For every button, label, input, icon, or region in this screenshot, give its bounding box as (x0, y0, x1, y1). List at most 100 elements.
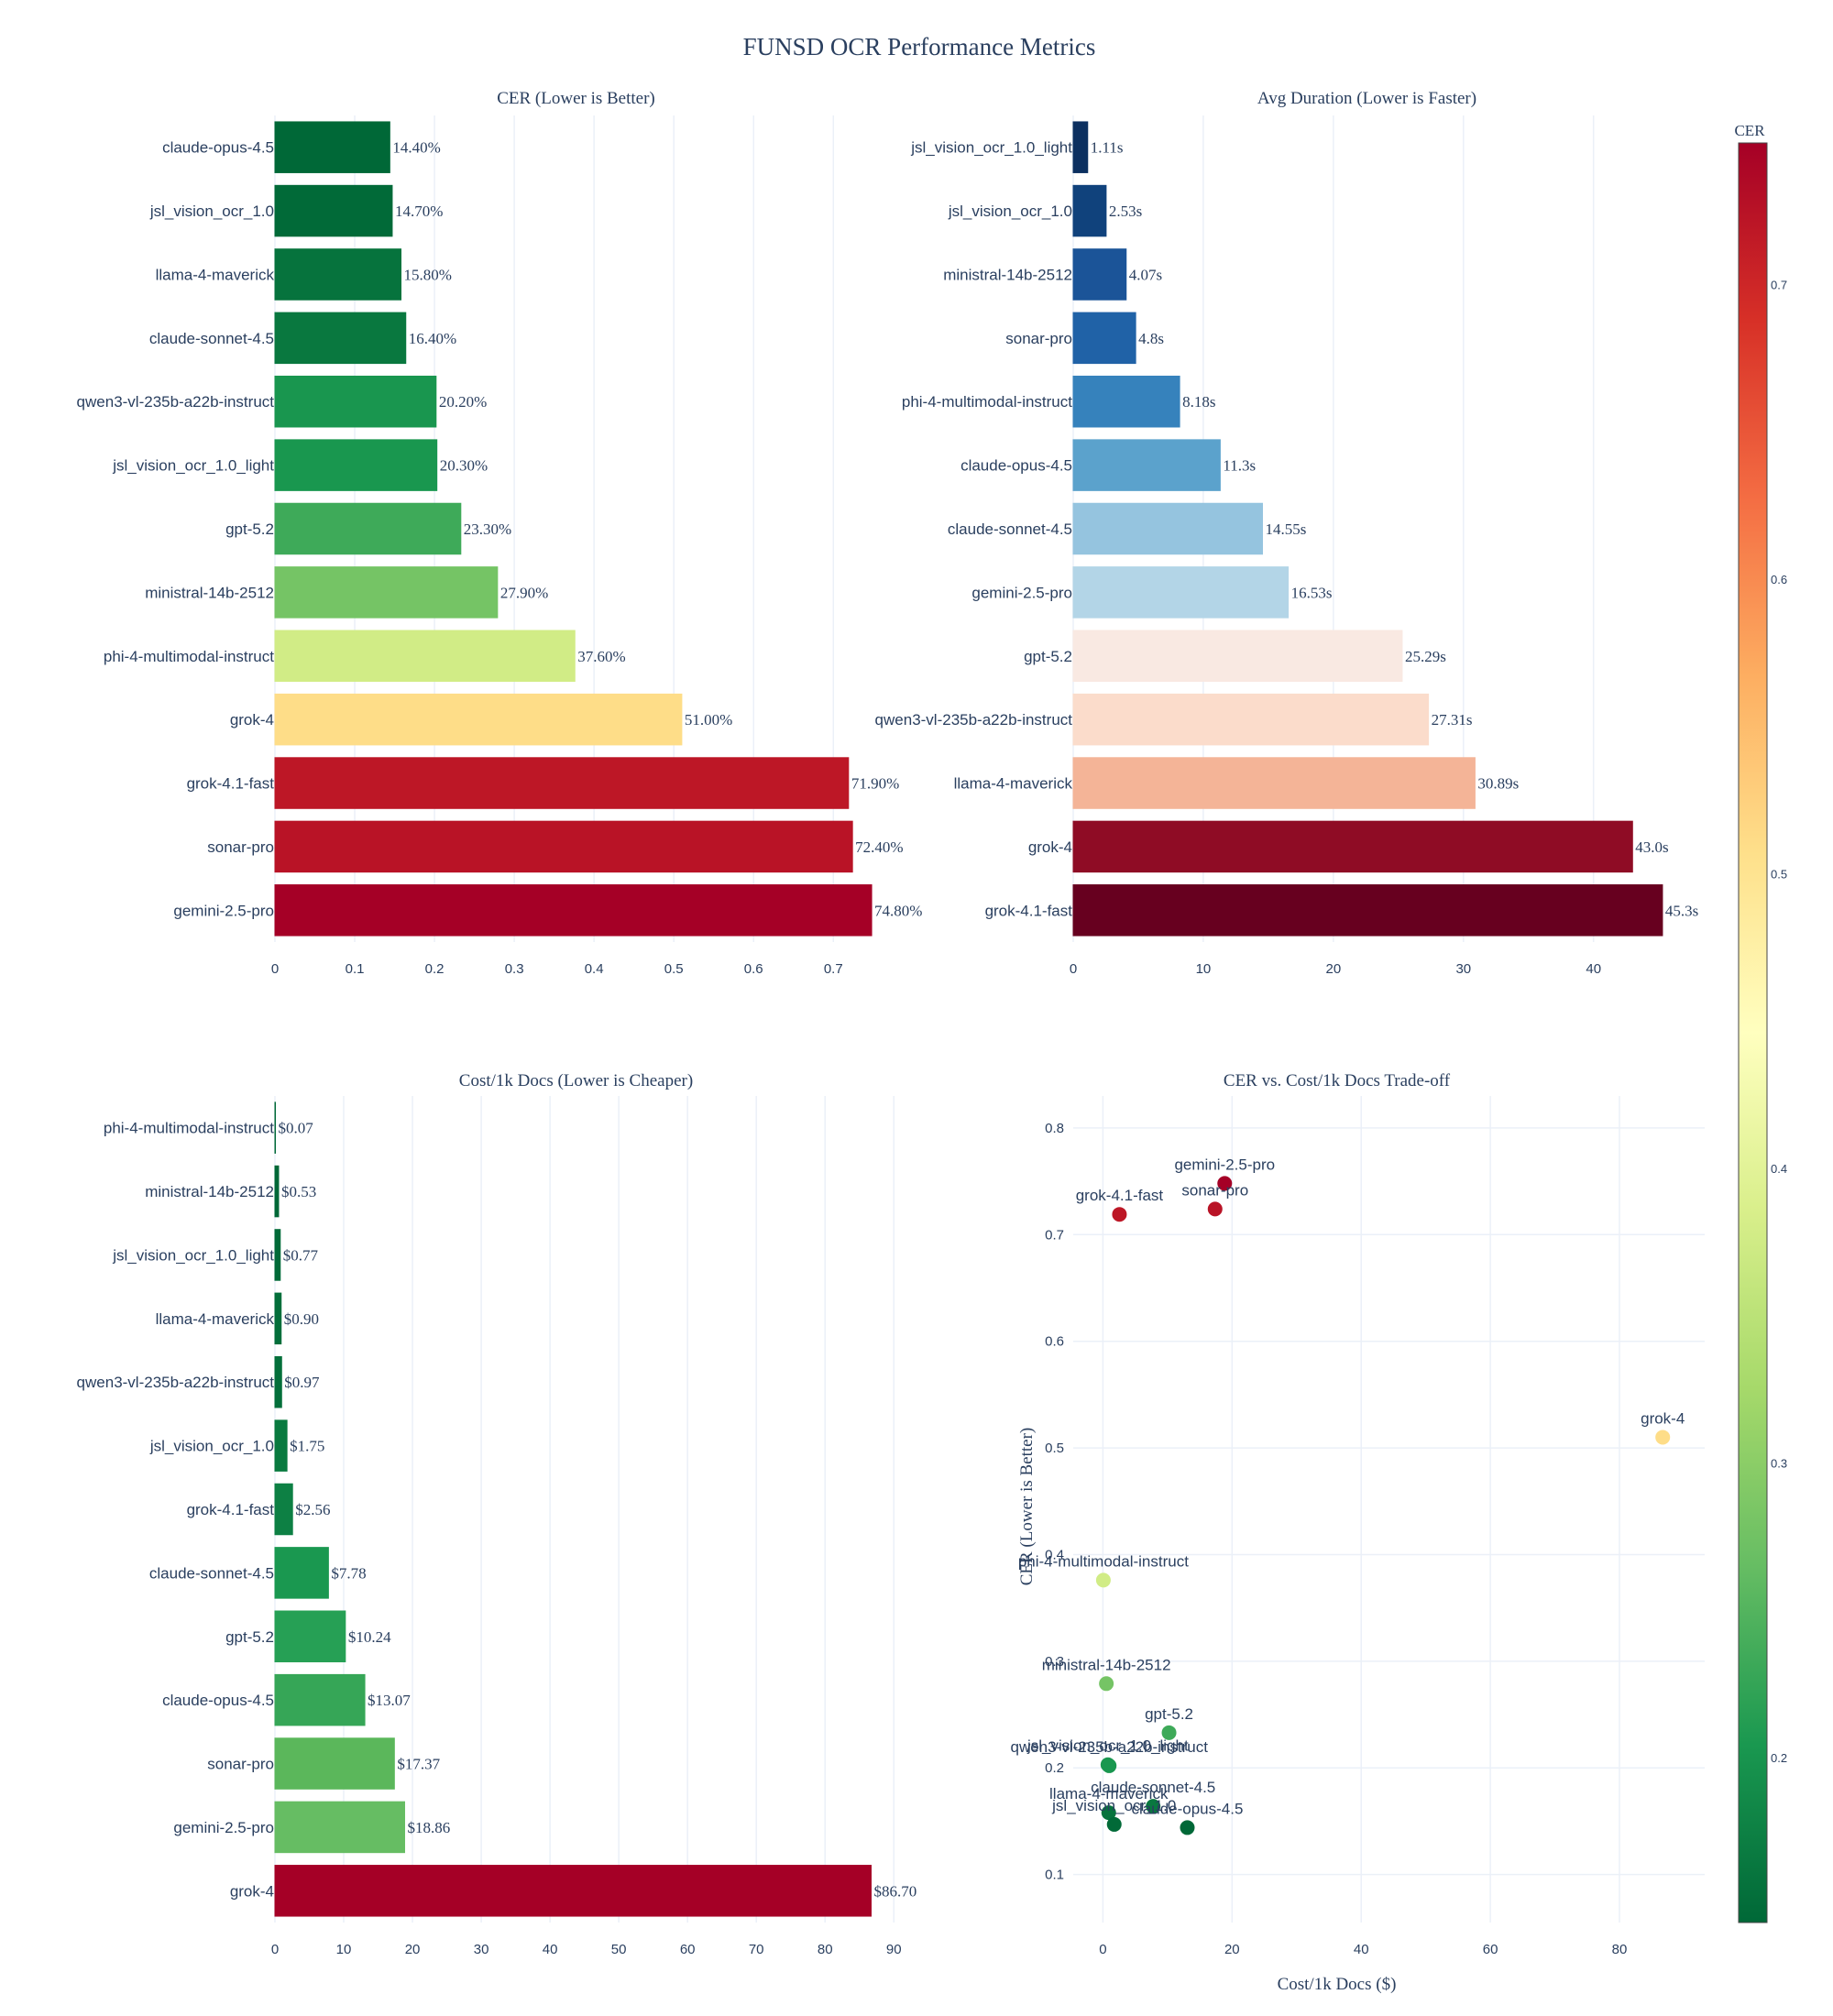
figure-title: FUNSD OCR Performance Metrics (743, 33, 1096, 60)
data-label: $0.53 (281, 1183, 316, 1200)
bar[interactable] (1072, 502, 1264, 555)
colorbar-tick-label: 0.4 (1771, 1162, 1787, 1176)
x-tick-label: 60 (1483, 1942, 1498, 1957)
colorbar: CER 0.2 0.3 0.4 0.5 0.6 0.7 (1734, 122, 1787, 1923)
bar[interactable] (274, 1229, 281, 1281)
bar[interactable] (1072, 184, 1107, 237)
bar[interactable] (274, 1610, 346, 1663)
scatter-point[interactable] (1207, 1201, 1223, 1217)
y-tick-label: jsl_vision_ocr_1.0_light (910, 139, 1072, 157)
bar[interactable] (274, 1419, 288, 1472)
bar[interactable] (1072, 121, 1089, 173)
data-label: 16.53s (1291, 584, 1333, 601)
bar[interactable] (274, 820, 853, 873)
x-tick-label: 30 (474, 1942, 489, 1957)
bar[interactable] (274, 884, 873, 937)
y-tick-label: llama-4-maverick (156, 266, 275, 283)
cer-title: CER (Lower is Better) (497, 89, 655, 108)
colorbar-gradient (1738, 142, 1768, 1923)
bar[interactable] (274, 1292, 282, 1345)
bar[interactable] (1072, 630, 1403, 683)
y-tick-label: phi-4-multimodal-instruct (902, 393, 1072, 411)
bar[interactable] (1072, 820, 1633, 873)
y-tick-label: jsl_vision_ocr_1.0 (149, 1438, 274, 1455)
y-tick-label: claude-sonnet-4.5 (149, 1564, 274, 1582)
y-tick-label: grok-4 (230, 1882, 274, 1900)
bar[interactable] (274, 184, 393, 237)
bar[interactable] (274, 248, 402, 301)
scatter-point[interactable] (1655, 1430, 1671, 1445)
scatter-point[interactable] (1217, 1176, 1233, 1191)
y-tick-label: 0.8 (1045, 1121, 1064, 1136)
bar[interactable] (1072, 884, 1663, 937)
data-label: 30.89s (1477, 775, 1519, 793)
y-tick-label: grok-4.1-fast (985, 902, 1073, 919)
bar[interactable] (274, 1355, 282, 1408)
y-tick-label: jsl_vision_ocr_1.0 (948, 203, 1072, 220)
y-tick-label: jsl_vision_ocr_1.0 (149, 203, 274, 220)
data-label: 14.70% (395, 203, 443, 220)
data-label: 14.40% (392, 139, 440, 157)
bar[interactable] (274, 439, 438, 491)
y-axis-title: CER (Lower is Better) (1017, 1428, 1037, 1586)
x-tick-label: 50 (611, 1942, 627, 1957)
scatter-point[interactable] (1095, 1572, 1111, 1588)
bar[interactable] (274, 630, 576, 683)
bar[interactable] (1072, 757, 1476, 809)
bar[interactable] (274, 1865, 872, 1917)
bar[interactable] (1072, 248, 1127, 301)
bar[interactable] (274, 1673, 366, 1726)
y-tick-label: grok-4 (230, 711, 274, 729)
bar[interactable] (1072, 439, 1221, 491)
scatter-point[interactable] (1099, 1676, 1114, 1692)
y-tick-label: qwen3-vl-235b-a22b-instruct (77, 1374, 275, 1391)
data-label: 15.80% (404, 266, 452, 283)
y-tick-label: qwen3-vl-235b-a22b-instruct (77, 393, 275, 411)
scatter-point[interactable] (1101, 1805, 1116, 1821)
x-tick-label: 0.7 (824, 961, 843, 977)
bar[interactable] (274, 312, 407, 365)
bar[interactable] (274, 1101, 277, 1154)
scatter-point[interactable] (1112, 1207, 1127, 1222)
bar[interactable] (274, 1483, 293, 1536)
data-label: $18.86 (408, 1819, 451, 1836)
bar[interactable] (274, 1737, 395, 1790)
bar[interactable] (274, 693, 683, 746)
y-tick-label: claude-sonnet-4.5 (149, 330, 274, 347)
y-tick-label: gpt-5.2 (225, 1628, 274, 1646)
scatter-point[interactable] (1161, 1725, 1177, 1740)
point-label: claude-sonnet-4.5 (1091, 1779, 1215, 1796)
bar[interactable] (274, 121, 390, 173)
data-label: 11.3s (1223, 457, 1256, 475)
bar[interactable] (274, 566, 499, 619)
bar[interactable] (1072, 375, 1180, 428)
bar[interactable] (1072, 693, 1430, 746)
data-label: 43.0s (1635, 838, 1668, 856)
y-tick-label: grok-4 (1028, 838, 1072, 856)
scatter-point[interactable] (1180, 1820, 1195, 1835)
y-tick-label: 0.4 (1045, 1547, 1064, 1562)
y-tick-label: jsl_vision_ocr_1.0_light (112, 457, 274, 475)
y-tick-label: llama-4-maverick (156, 1310, 275, 1328)
tradeoff-title: CER vs. Cost/1k Docs Trade-off (1224, 1071, 1451, 1090)
scatter-point[interactable] (1100, 1757, 1115, 1772)
bar[interactable] (274, 1547, 329, 1599)
y-tick-label: claude-opus-4.5 (162, 139, 274, 157)
x-tick-label: 0 (271, 961, 279, 977)
cost-chart: Cost/1k Docs (Lower is Cheaper) 0 10 20 30 40… (77, 1071, 917, 1957)
bar[interactable] (274, 757, 850, 809)
bar[interactable] (274, 502, 462, 555)
y-tick-label: sonar-pro (1005, 330, 1072, 347)
x-tick-label: 0 (1070, 961, 1077, 977)
bar[interactable] (274, 1165, 280, 1218)
bar[interactable] (1072, 312, 1136, 365)
scatter-point[interactable] (1146, 1799, 1161, 1814)
y-tick-label: ministral-14b-2512 (145, 1183, 274, 1200)
data-label: $86.70 (873, 1882, 916, 1900)
data-label: 25.29s (1405, 648, 1446, 665)
scatter-point[interactable] (1106, 1816, 1122, 1832)
bar[interactable] (274, 1801, 406, 1854)
bar[interactable] (1072, 566, 1290, 619)
data-label: 2.53s (1109, 203, 1142, 220)
bar[interactable] (274, 375, 437, 428)
